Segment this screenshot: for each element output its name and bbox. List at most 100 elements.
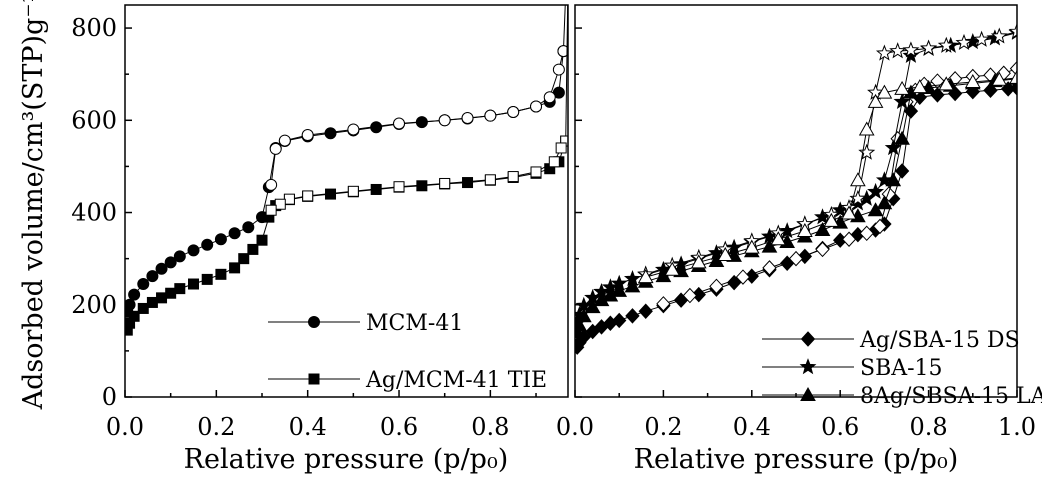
- sba-15-desorption-point: [955, 33, 973, 51]
- sba-15-desorption-point: [849, 189, 867, 206]
- mcm-41-adsorption-line: [126, 51, 564, 312]
- ag-sba-15-ds-desorption-point: [762, 260, 777, 276]
- mcm-41-adsorption-point: [128, 288, 141, 301]
- ag-sba-15-ds-desorption-point: [682, 287, 698, 304]
- mcm-41-desorption-point: [484, 109, 497, 122]
- mcm-41-desorption-line: [270, 50, 564, 185]
- 8ag-sbsa-15-la-desorption-point: [911, 79, 928, 94]
- 8ag-sbsa-15-la-adsorption-point: [575, 308, 592, 323]
- mcm-41-desorption-point: [552, 63, 565, 76]
- ag-mcm-41-tie-adsorption-point: [416, 180, 428, 192]
- ag-sba-15-ds-adsorption-point: [691, 286, 706, 303]
- sba-15-adsorption-point: [902, 46, 920, 63]
- sba-15-desorption-point: [858, 143, 876, 160]
- 8ag-sbsa-15-la-desorption-point: [991, 71, 1008, 86]
- ag-sba-15-ds-adsorption-point: [744, 268, 759, 284]
- mcm-41-desorption-point: [438, 114, 451, 127]
- y-tick-label: 800: [71, 14, 117, 42]
- mcm-41-legend-marker: [308, 316, 320, 328]
- right-x-tick-label: 0.6: [821, 413, 859, 441]
- right-series-group: [575, 22, 1017, 355]
- y-tick-label: 600: [71, 106, 117, 134]
- left-axes: 0.0 0.2 0.4 0.6 0.8 0 200 400 600 800: [71, 14, 537, 441]
- 8ag-sbsa-15-la-desorption-point: [894, 80, 910, 95]
- ag-mcm-41-tie-desorption-point: [302, 190, 314, 202]
- 8ag-sbsa-15-la-desorption-point: [1009, 69, 1017, 84]
- mcm-41-adsorption-point: [242, 221, 255, 234]
- sba-15-adsorption-point: [893, 92, 911, 110]
- sba-15-desorption-point: [990, 27, 1008, 44]
- ag-mcm-41-tie-adsorption-point: [238, 253, 250, 265]
- mcm-41-adsorption-point: [415, 116, 428, 129]
- 8ag-sbsa-15-la-desorption-point: [743, 239, 760, 254]
- ag-sba-15-ds-adsorption-point: [638, 303, 653, 319]
- right-axes: 0.0 0.2 0.4 0.6 0.8 1.0: [556, 27, 1036, 441]
- ag-sba-15-ds-desorption-point: [872, 218, 888, 235]
- 8ag-sbsa-15-la-desorption-point: [717, 246, 734, 261]
- 8ag-sbsa-15-la-adsorption-point: [814, 222, 831, 237]
- ag-sba-15-ds-legend-marker: [800, 331, 816, 347]
- ag-sba-15-ds-adsorption-point: [894, 163, 910, 179]
- ag-mcm-41-tie-desorption-point: [393, 181, 405, 193]
- ag-mcm-41-tie-adsorption-point: [174, 283, 186, 295]
- mcm-41-desorption-point: [461, 111, 474, 124]
- mcm-41-desorption-point: [347, 123, 360, 136]
- left-plot-frame: [124, 4, 569, 398]
- left-legend: MCM-41 Ag/MCM-41 TIE: [268, 311, 547, 393]
- 8ag-sbsa-15-la-adsorption-point: [885, 172, 902, 187]
- mcm-41-adsorption-point: [324, 127, 337, 140]
- mcm-41-adsorption-point: [155, 262, 168, 275]
- 8ag-sbsa-15-la-desorption-point: [841, 205, 857, 220]
- ag-mcm-41-tie-desorption-point: [555, 142, 567, 154]
- ag-mcm-41-tie-adsorption-point: [247, 243, 259, 255]
- y-tick-label: 200: [71, 291, 117, 319]
- 8ag-sbsa-15-la-adsorption-point: [584, 299, 601, 314]
- ag-sba-15-ds-desorption-point: [841, 231, 857, 248]
- ag-sba-15-ds-desorption-point: [788, 250, 804, 267]
- ag-sba-15-ds-desorption-point: [859, 225, 874, 242]
- ag-sba-15-ds-desorption-point: [1009, 60, 1017, 77]
- 8ag-sbsa-15-la-desorption-point: [850, 172, 866, 187]
- mcm-41-adsorption-point: [173, 250, 186, 263]
- mcm-41-adsorption-point: [370, 121, 383, 134]
- ag-mcm-41-tie-desorption-point: [347, 185, 359, 197]
- ag-sba-15-ds-desorption-point: [735, 269, 751, 285]
- y-tick-label: 400: [71, 199, 117, 227]
- 8ag-sbsa-15-la-desorption-point: [938, 76, 955, 91]
- 8ag-sbsa-15-la-desorption-point: [823, 212, 840, 227]
- sba-15-desorption-point: [920, 39, 938, 56]
- left-x-tick-label: 0.0: [106, 413, 144, 441]
- ag-mcm-41-tie-desorption-point: [548, 156, 560, 168]
- ag-mcm-41-tie-desorption-point: [507, 171, 519, 183]
- sba-15-desorption-point: [889, 42, 907, 59]
- mcm-41-adsorption-point: [228, 227, 241, 240]
- ag-mcm-41-tie-adsorption-point: [229, 262, 241, 274]
- ag-mcm-41-tie-adsorption-point: [201, 273, 213, 285]
- ag-mcm-41-tie-desorption-point: [265, 204, 277, 216]
- sba-15-desorption-line: [645, 31, 1017, 275]
- mcm-41-desorption-point: [543, 91, 556, 104]
- ag-mcm-41-tie-legend-marker: [308, 373, 320, 385]
- 8ag-sbsa-15-la-adsorption-point: [894, 130, 910, 145]
- 8ag-sbsa-15-la-desorption-point: [770, 231, 787, 246]
- 8ag-sbsa-15-la-desorption-line: [645, 77, 1017, 278]
- right-x-tick-label: 0.8: [910, 413, 948, 441]
- ag-sba-15-ds-legend-label: Ag/SBA-15 DS: [859, 328, 1020, 353]
- 8ag-sbsa-15-la-adsorption-point: [611, 282, 628, 297]
- 8ag-sbsa-15-la-adsorption-point: [867, 202, 884, 217]
- right-x-tick-label: 0.4: [733, 413, 771, 441]
- ag-mcm-41-tie-adsorption-point: [137, 302, 149, 314]
- ag-mcm-41-tie-adsorption-point: [370, 183, 382, 195]
- sba-15-desorption-point: [875, 44, 893, 61]
- 8ag-sbsa-15-la-adsorption-line: [576, 78, 1017, 333]
- mcm-41-desorption-point: [278, 134, 291, 147]
- left-x-tick-label: 0.2: [197, 413, 235, 441]
- left-panel: 0.0 0.2 0.4 0.6 0.8 0 200 400 600 800 MCM-41 Ag/MC…: [71, 4, 569, 475]
- ag-sba-15-ds-adsorption-point: [612, 312, 627, 329]
- right-legend: Ag/SBA-15 DS SBA-15 8Ag/SBSA-15 LA: [762, 328, 1042, 409]
- 8ag-sbsa-15-la-adsorption-point: [876, 195, 893, 210]
- 8ag-sbsa-15-la-desorption-point: [876, 84, 893, 99]
- mcm-41-desorption-point: [507, 105, 520, 118]
- sba-15-adsorption-point: [884, 139, 902, 156]
- ag-mcm-41-tie-adsorption-point: [146, 296, 158, 308]
